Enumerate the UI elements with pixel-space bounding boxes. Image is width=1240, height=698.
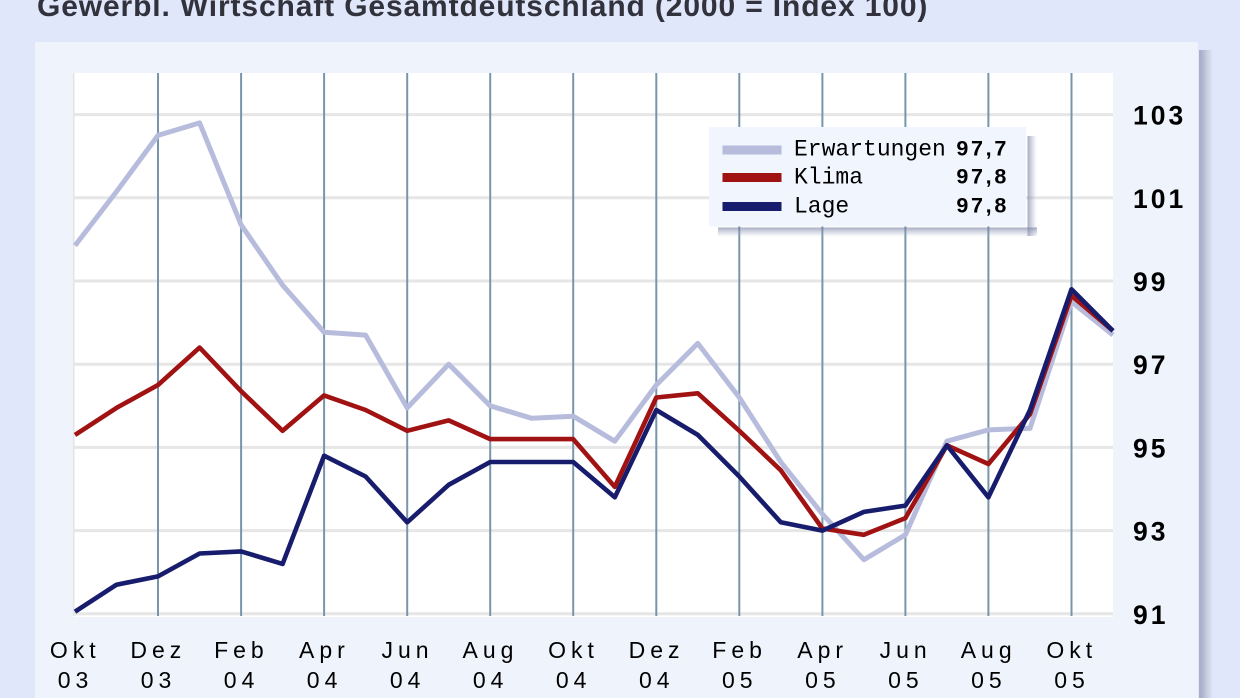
svg-text:Gewerbl. Wirtschaft Gesamtdeut: Gewerbl. Wirtschaft Gesamtdeutschland (2… [37, 0, 928, 23]
svg-text:91: 91 [1133, 600, 1168, 630]
svg-text:97,8: 97,8 [956, 194, 1009, 218]
svg-text:05: 05 [971, 667, 1007, 693]
svg-text:03: 03 [58, 667, 94, 693]
svg-text:04: 04 [473, 667, 509, 693]
svg-text:05: 05 [888, 667, 924, 693]
svg-text:Okt: Okt [548, 637, 599, 663]
svg-text:05: 05 [1054, 667, 1090, 693]
svg-text:97,7: 97,7 [956, 137, 1009, 161]
svg-text:Aug: Aug [961, 637, 1017, 663]
svg-text:04: 04 [556, 667, 592, 693]
svg-text:Aug: Aug [463, 637, 519, 663]
svg-text:Okt: Okt [1046, 637, 1097, 663]
svg-text:93: 93 [1133, 517, 1168, 547]
svg-text:04: 04 [224, 667, 260, 693]
svg-text:95: 95 [1133, 433, 1168, 463]
svg-text:05: 05 [805, 667, 841, 693]
svg-text:03: 03 [141, 667, 177, 693]
svg-text:04: 04 [639, 667, 675, 693]
svg-text:97,8: 97,8 [956, 165, 1009, 189]
svg-text:103: 103 [1133, 101, 1186, 131]
svg-text:Dez: Dez [130, 637, 186, 663]
svg-text:Lage: Lage [794, 194, 849, 220]
svg-text:Klima: Klima [794, 165, 863, 191]
svg-text:97: 97 [1133, 350, 1168, 380]
svg-text:Feb: Feb [712, 637, 767, 663]
svg-text:04: 04 [390, 667, 426, 693]
svg-text:Apr: Apr [797, 637, 848, 663]
svg-text:101: 101 [1133, 184, 1186, 214]
svg-text:Jun: Jun [381, 637, 433, 663]
svg-text:Feb: Feb [214, 637, 269, 663]
svg-text:99: 99 [1133, 267, 1168, 297]
svg-text:Okt: Okt [50, 637, 101, 663]
svg-text:04: 04 [307, 667, 343, 693]
svg-text:Erwartungen: Erwartungen [794, 137, 946, 163]
svg-text:Jun: Jun [880, 637, 932, 663]
svg-text:Dez: Dez [629, 637, 685, 663]
svg-text:Apr: Apr [299, 637, 350, 663]
svg-text:05: 05 [722, 667, 758, 693]
